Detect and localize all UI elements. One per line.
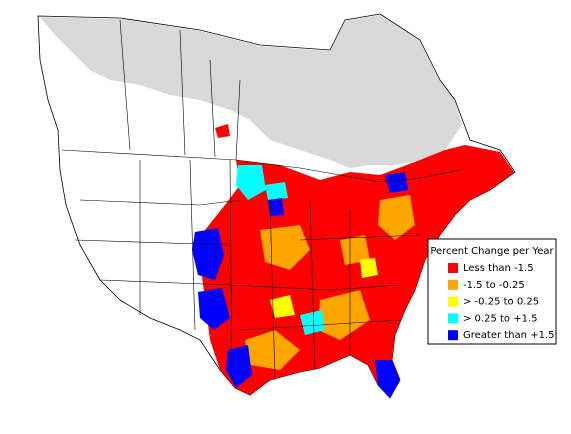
trend-area xyxy=(340,235,370,265)
trend-area xyxy=(270,295,295,318)
legend-swatch xyxy=(448,279,458,290)
no-data-region xyxy=(40,15,462,168)
trend-area xyxy=(192,228,224,280)
borders xyxy=(61,19,461,381)
legend-swatch xyxy=(448,296,458,307)
legend-label: Greater than +1.5 xyxy=(463,330,554,341)
legend-swatch xyxy=(448,263,458,273)
legend-label: -1.5 to -0.25 xyxy=(463,280,525,291)
trend-area xyxy=(385,172,408,193)
legend-title: Percent Change per Year xyxy=(430,246,554,257)
trend-area xyxy=(360,258,378,278)
trend-area xyxy=(265,182,288,200)
legend-box xyxy=(427,238,557,345)
trend-areas xyxy=(192,124,514,398)
trend-area xyxy=(236,165,266,200)
trend-area xyxy=(215,124,230,138)
trend-area xyxy=(318,290,370,340)
trend-area xyxy=(300,310,325,335)
trend-area xyxy=(198,288,230,330)
trend-area xyxy=(375,360,400,398)
trend-area xyxy=(268,198,284,216)
trend-area xyxy=(245,330,300,370)
legend: Percent Change per Year Less than -1.5 -1… xyxy=(427,238,557,345)
legend-swatch xyxy=(448,330,458,341)
legend-label: > 0.25 to +1.5 xyxy=(463,313,538,324)
trend-area xyxy=(226,345,252,388)
legend-label: Less than -1.5 xyxy=(463,263,534,274)
legend-label: > -0.25 to 0.25 xyxy=(463,297,539,308)
legend-swatch xyxy=(448,313,458,324)
trend-area xyxy=(378,195,415,240)
trend-area xyxy=(260,225,310,270)
